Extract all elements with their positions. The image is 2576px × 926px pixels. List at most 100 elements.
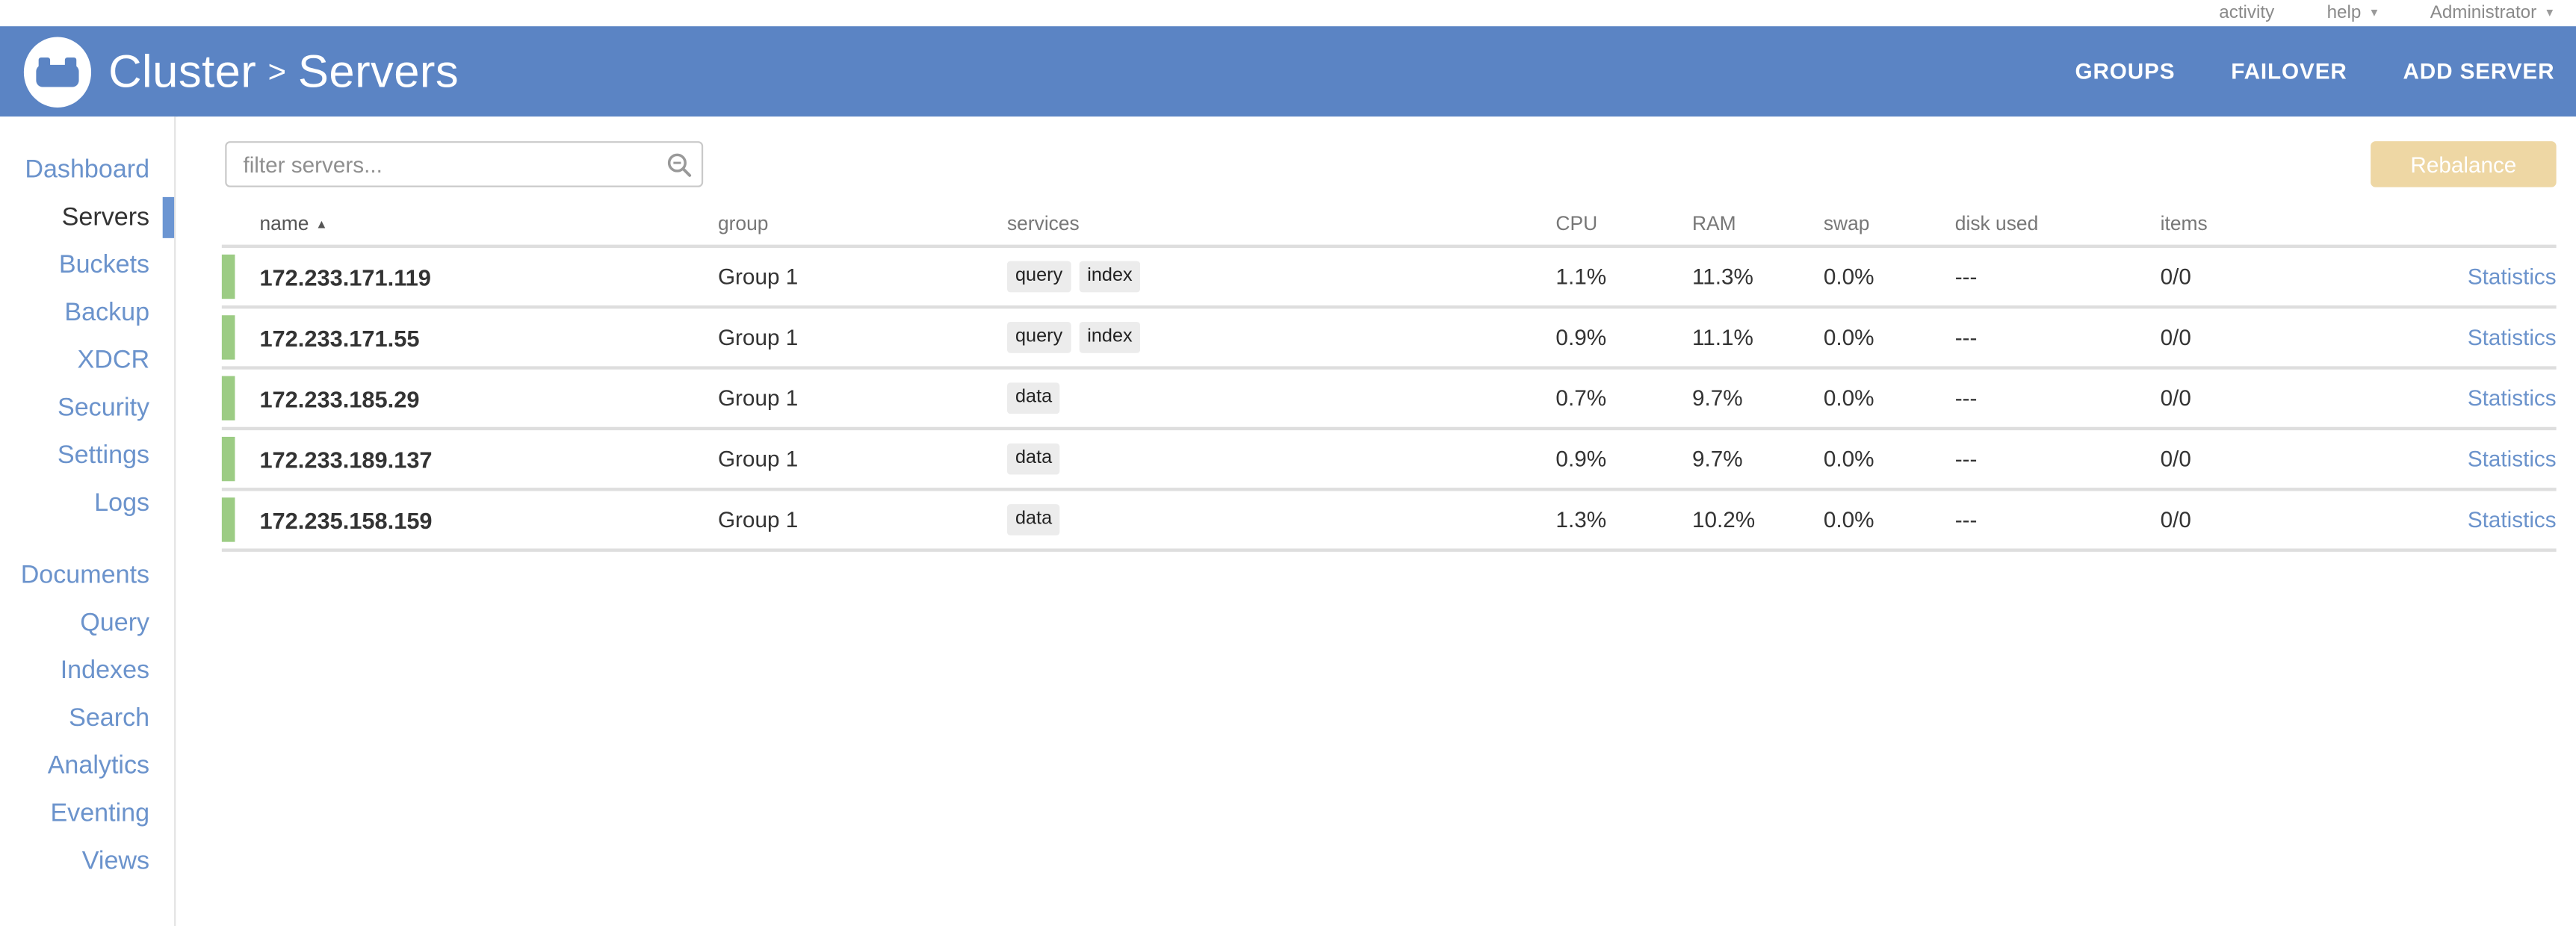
sidebar-item-backup[interactable]: Backup (0, 289, 174, 337)
server-stats-cell: Statistics (2366, 386, 2557, 411)
server-stats-cell: Statistics (2366, 447, 2557, 471)
table-row: 172.233.171.119 Group 1 query index 1.1% … (221, 248, 2557, 309)
server-name: 172.233.171.55 (259, 324, 420, 351)
sidebar-item-documents[interactable]: Documents (0, 552, 174, 600)
sidebar-item-label: Eventing (50, 799, 150, 828)
server-cpu: 1.3% (1555, 507, 1607, 532)
column-header-disk-used[interactable]: disk used (1954, 211, 2039, 234)
table-header: name ▲ group services CPU RAM swap disk u… (221, 200, 2557, 249)
service-tag-query: query (1006, 261, 1071, 293)
column-header-group[interactable]: group (717, 211, 769, 234)
sidebar-group: Dashboard Servers Buckets Backup XDCR Securit… (0, 146, 175, 527)
server-stats-cell: Statistics (2366, 507, 2557, 532)
sidebar-item-label: Query (80, 609, 150, 638)
server-items: 0/0 (2160, 264, 2191, 290)
sidebar-item-query[interactable]: Query (0, 600, 174, 647)
filter-field (225, 141, 704, 187)
help-menu[interactable]: help ▾ (2327, 3, 2378, 22)
server-cpu: 0.9% (1555, 447, 1607, 472)
server-health-bar (221, 436, 235, 482)
server-disk-used: --- (1954, 507, 1978, 532)
couchbase-logo-icon (23, 36, 92, 107)
sidebar-item-security[interactable]: Security (0, 385, 174, 432)
sort-ascending-icon: ▲ (315, 216, 328, 231)
server-cpu: 0.9% (1555, 325, 1607, 350)
server-name: 172.235.158.159 (259, 506, 433, 533)
server-group: Group 1 (717, 385, 799, 411)
server-items: 0/0 (2160, 325, 2191, 350)
breadcrumb-page: Servers (297, 45, 459, 96)
sidebar-item-servers[interactable]: Servers (0, 193, 175, 241)
service-tag-query: query (1006, 322, 1071, 354)
server-cpu: 1.1% (1555, 264, 1607, 290)
server-services: query index (1006, 261, 1555, 293)
main-content: Rebalance name ▲ group services CPU RAM s… (177, 116, 2576, 926)
sidebar-item-buckets[interactable]: Buckets (0, 241, 174, 289)
server-items: 0/0 (2160, 447, 2191, 472)
server-disk-used: --- (1954, 385, 1978, 411)
column-header-cpu[interactable]: CPU (1555, 211, 1598, 234)
sidebar-item-label: Views (81, 847, 150, 876)
server-name: 172.233.171.119 (259, 263, 431, 290)
sidebar-item-indexes[interactable]: Indexes (0, 647, 174, 694)
server-ram: 11.3% (1691, 264, 1753, 290)
groups-button[interactable]: GROUPS (2075, 59, 2176, 84)
servers-toolbar: Rebalance (225, 141, 2557, 187)
sidebar-group: Documents Query Indexes Search Analytics Even… (0, 552, 174, 885)
statistics-link[interactable]: Statistics (2467, 264, 2557, 290)
statistics-link[interactable]: Statistics (2467, 385, 2557, 411)
statistics-link[interactable]: Statistics (2467, 507, 2557, 532)
sidebar-item-search[interactable]: Search (0, 694, 174, 742)
server-ram: 9.7% (1691, 385, 1743, 411)
column-header-ram[interactable]: RAM (1691, 211, 1736, 234)
service-tag-data: data (1006, 504, 1061, 536)
sidebar-item-xdcr[interactable]: XDCR (0, 337, 174, 385)
sidebar-item-label: Indexes (60, 656, 150, 685)
rebalance-button[interactable]: Rebalance (2371, 141, 2557, 187)
server-items: 0/0 (2160, 385, 2191, 411)
sidebar-item-dashboard[interactable]: Dashboard (0, 146, 174, 194)
sidebar-item-label: Buckets (58, 251, 150, 279)
server-stats-cell: Statistics (2366, 325, 2557, 349)
server-swap: 0.0% (1823, 385, 1874, 411)
statistics-link[interactable]: Statistics (2467, 447, 2557, 472)
sidebar-item-logs[interactable]: Logs (0, 479, 174, 527)
sidebar-item-label: Security (57, 394, 150, 423)
server-swap: 0.0% (1823, 325, 1874, 350)
add-server-button[interactable]: ADD SERVER (2403, 59, 2555, 84)
sidebar-item-label: Documents (20, 562, 150, 590)
sidebar-item-analytics[interactable]: Analytics (0, 742, 174, 790)
sidebar-item-views[interactable]: Views (0, 837, 174, 885)
sidebar-item-label: Backup (64, 299, 150, 327)
header-bar: Cluster > Servers GROUPS FAILOVER ADD SE… (0, 26, 2576, 117)
caret-down-icon: ▾ (2371, 4, 2378, 20)
column-header-name-label: name (259, 211, 309, 234)
server-group: Group 1 (717, 507, 799, 532)
sidebar-item-settings[interactable]: Settings (0, 432, 174, 479)
filter-servers-input[interactable] (225, 141, 704, 187)
server-items: 0/0 (2160, 507, 2191, 532)
server-ram: 10.2% (1691, 507, 1756, 532)
statistics-link[interactable]: Statistics (2467, 325, 2557, 350)
table-body: 172.233.171.119 Group 1 query index 1.1% … (221, 248, 2557, 552)
column-header-name[interactable]: name ▲ (235, 211, 717, 234)
server-swap: 0.0% (1823, 507, 1874, 532)
activity-label: activity (2219, 3, 2275, 23)
server-cpu: 0.7% (1555, 385, 1607, 411)
server-health-bar (221, 254, 235, 299)
activity-link[interactable]: activity (2219, 3, 2274, 22)
column-header-services[interactable]: services (1006, 211, 1080, 234)
user-menu[interactable]: Administrator ▾ (2430, 3, 2554, 22)
server-group: Group 1 (717, 264, 799, 290)
caret-down-icon: ▾ (2546, 4, 2554, 20)
sidebar: Dashboard Servers Buckets Backup XDCR Securit… (0, 116, 176, 926)
breadcrumb-cluster: Cluster (108, 45, 257, 96)
server-services: data (1006, 382, 1555, 414)
server-ram: 9.7% (1691, 447, 1743, 472)
column-header-items[interactable]: items (2160, 211, 2208, 234)
sidebar-item-label: XDCR (77, 346, 150, 375)
column-header-swap[interactable]: swap (1823, 211, 1870, 234)
sidebar-item-eventing[interactable]: Eventing (0, 790, 174, 838)
failover-button[interactable]: FAILOVER (2231, 59, 2347, 84)
